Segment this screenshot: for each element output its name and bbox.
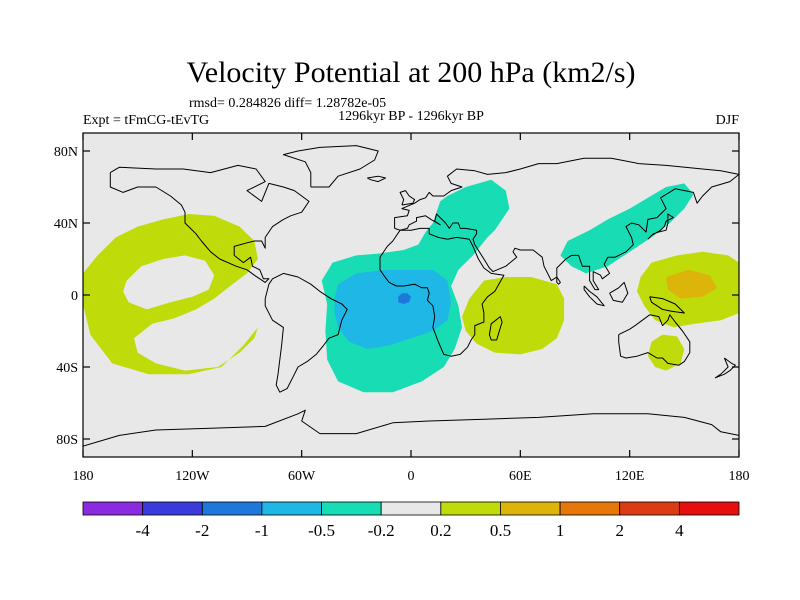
colorbar-box-6 bbox=[440, 501, 501, 516]
experiment-label: Expt = tFmCG-tEvTG bbox=[83, 113, 209, 128]
colorbar-label-6: 0.5 bbox=[490, 521, 511, 540]
coast-new-guinea bbox=[649, 296, 685, 314]
colorbar-label-4: -0.2 bbox=[368, 521, 395, 540]
region-maritime-positive-orange bbox=[666, 269, 718, 299]
x-tick-label-3: 0 bbox=[408, 469, 415, 484]
x-tick-label-1: 120W bbox=[175, 469, 210, 484]
coastlines bbox=[83, 145, 739, 447]
colorbar-box-2 bbox=[201, 501, 263, 516]
colorbar-box-0 bbox=[82, 501, 144, 516]
stats-label: rmsd= 0.284826 diff= 1.28782e-05 bbox=[189, 96, 386, 111]
x-tick-label-4: 60E bbox=[509, 469, 532, 484]
y-tick-label-1: 40N bbox=[54, 217, 78, 232]
coast-great-britain bbox=[399, 190, 416, 206]
colorbar: -4 -2 -1 -0.5 -0.2 0.2 0.5 1 2 4 bbox=[82, 501, 740, 540]
coast-sri-lanka bbox=[556, 276, 561, 285]
coast-greenland bbox=[282, 145, 379, 188]
colorbar-box-5 bbox=[380, 501, 442, 516]
colorbar-label-1: -2 bbox=[195, 521, 209, 540]
colorbar-box-4 bbox=[321, 501, 382, 516]
colorbar-label-5: 0.2 bbox=[430, 521, 451, 540]
coast-north-america bbox=[109, 164, 310, 283]
region-atlantic-negative-core bbox=[398, 293, 411, 304]
period-label: 1296kyr BP - 1296kyr BP bbox=[338, 109, 484, 124]
coast-borneo bbox=[609, 281, 629, 303]
coast-australia bbox=[618, 314, 691, 366]
x-tick-label-0: 180 bbox=[73, 469, 94, 484]
y-tick-label-2: 0 bbox=[71, 289, 78, 304]
region-atlantic-negative-blue bbox=[334, 269, 452, 349]
colorbar-box-3 bbox=[261, 501, 322, 516]
coast-japan bbox=[647, 213, 674, 240]
coast-iceland bbox=[367, 175, 386, 183]
coast-antarctica bbox=[83, 409, 739, 447]
colorbar-box-9 bbox=[619, 501, 680, 516]
colorbar-label-2: -1 bbox=[255, 521, 269, 540]
coast-africa bbox=[379, 227, 505, 357]
coast-madagascar bbox=[488, 316, 503, 341]
season-label: DJF bbox=[716, 113, 740, 128]
y-tick-label-0: 80N bbox=[54, 145, 78, 160]
colorbar-label-7: 1 bbox=[556, 521, 565, 540]
colorbar-box-10 bbox=[678, 501, 740, 516]
coast-eurasia bbox=[394, 157, 739, 291]
region-pacific-neutral-hole bbox=[123, 255, 215, 310]
coast-south-america bbox=[264, 272, 348, 393]
colorbar-box-1 bbox=[142, 501, 203, 516]
x-tick-label-5: 120E bbox=[615, 469, 645, 484]
coast-new-zealand bbox=[714, 357, 736, 379]
coast-sumatra bbox=[583, 285, 605, 307]
axis-ticks: 180 120W 60W 0 60E 120E 180 80N 40N 0 40S 80S bbox=[54, 133, 750, 484]
x-tick-label-6: 180 bbox=[729, 469, 750, 484]
x-tick-label-2: 60W bbox=[288, 469, 316, 484]
colorbar-label-9: 4 bbox=[675, 521, 684, 540]
y-tick-label-4: 80S bbox=[56, 433, 78, 448]
y-tick-label-3: 40S bbox=[56, 361, 78, 376]
colorbar-label-3: -0.5 bbox=[308, 521, 335, 540]
colorbar-label-0: -4 bbox=[136, 521, 151, 540]
colorbar-box-7 bbox=[500, 501, 561, 516]
chart-title: Velocity Potential at 200 hPa (km2/s) bbox=[186, 56, 635, 89]
colorbar-box-8 bbox=[559, 501, 621, 516]
region-australia-positive bbox=[647, 334, 685, 371]
colorbar-label-8: 2 bbox=[615, 521, 624, 540]
